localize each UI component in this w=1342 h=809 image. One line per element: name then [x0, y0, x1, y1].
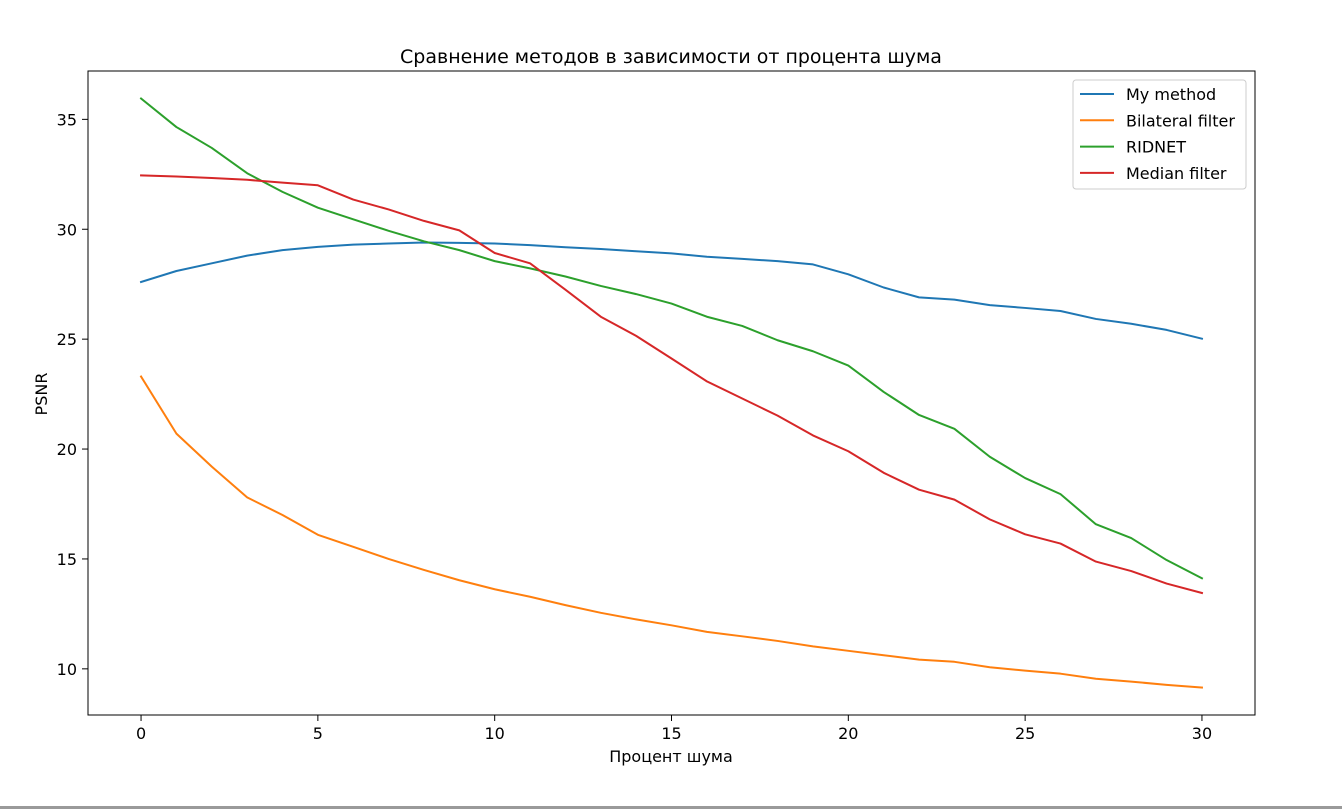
y-tick-label: 30	[57, 220, 77, 239]
x-tick-label: 25	[1015, 724, 1035, 743]
legend-label: RIDNET	[1126, 138, 1186, 157]
y-axis-label: PSNR	[32, 373, 51, 416]
x-axis-label: Процент шума	[609, 747, 733, 766]
series-line-my-method	[139, 241, 1204, 340]
legend-label: Bilateral filter	[1126, 111, 1235, 130]
series-line-bilateral-filter	[139, 375, 1204, 689]
y-tick-label: 15	[57, 550, 77, 569]
window-bottom-border	[0, 806, 1342, 809]
legend: My method Bilateral filter RIDNET Median fi…	[1072, 79, 1247, 190]
series-layer	[139, 97, 1204, 689]
y-axis: 10 15 20 25 30 35	[57, 110, 88, 679]
y-tick-label: 25	[57, 330, 77, 349]
x-tick-label: 30	[1192, 724, 1212, 743]
x-axis: 0 5 10 15 20 25 30	[136, 715, 1212, 743]
chart-title: Сравнение методов в зависимости от проце…	[400, 46, 942, 68]
series-line-ridnet	[139, 97, 1204, 580]
x-tick-label: 20	[838, 724, 858, 743]
x-tick-label: 15	[661, 724, 681, 743]
series-line-median-filter	[140, 174, 1204, 595]
x-tick-label: 10	[485, 724, 505, 743]
legend-label: My method	[1126, 85, 1216, 104]
x-tick-label: 5	[313, 724, 323, 743]
y-tick-label: 35	[57, 110, 77, 129]
x-tick-label: 0	[136, 724, 146, 743]
legend-box	[1072, 79, 1247, 190]
legend-label: Median filter	[1126, 164, 1227, 183]
y-tick-label: 10	[57, 660, 77, 679]
y-tick-label: 20	[57, 440, 77, 459]
